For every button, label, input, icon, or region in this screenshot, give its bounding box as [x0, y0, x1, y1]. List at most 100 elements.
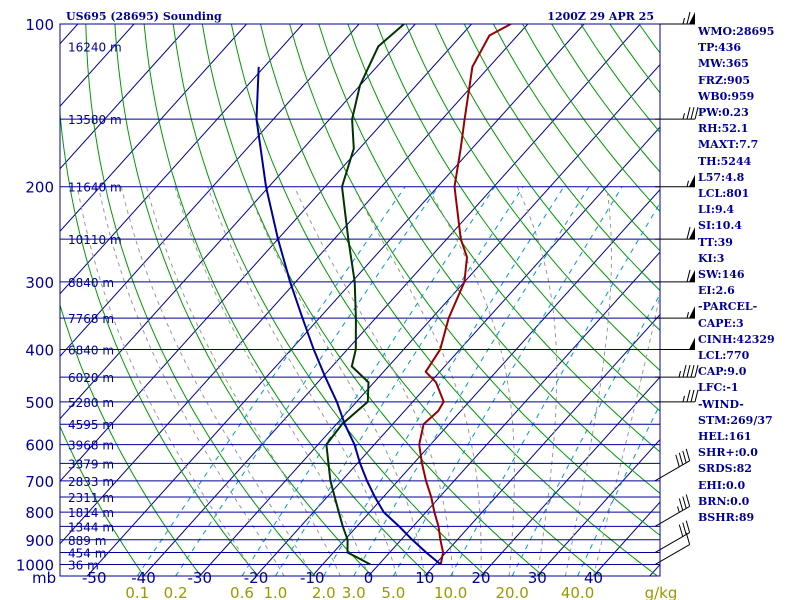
moist-adiabat-line [98, 186, 285, 576]
dry-adiabat-line [60, 106, 259, 576]
index-line: PW:0.23 [698, 106, 749, 120]
dry-adiabat-line [143, 24, 430, 576]
dry-adiabat-line [260, 24, 658, 576]
dry-adiabat-line [289, 24, 660, 536]
temperature-tick-label: 20 [471, 569, 490, 587]
isotherm-line [311, 188, 660, 576]
wind-barb [655, 11, 695, 25]
index-line: CINH:42329 [698, 332, 775, 346]
isotherm-line [60, 24, 360, 358]
parcel-profile [255, 66, 442, 566]
index-line: LCL:770 [698, 349, 750, 363]
isotherm-line [143, 24, 641, 576]
wind-barb [655, 269, 695, 283]
height-label: 3379 m [68, 457, 114, 471]
index-line: SW:146 [698, 268, 745, 282]
isotherm-line [199, 63, 660, 576]
mixing-ratio-tick-label: 20.0 [495, 584, 528, 600]
index-line: BRN:0.0 [698, 494, 750, 508]
wind-barbs [654, 11, 699, 565]
index-line: WMO:28695 [698, 25, 775, 38]
moist-adiabat-line [174, 186, 369, 576]
pressure-tick-label: 700 [25, 473, 54, 491]
indices-panel: WMO:28695 TP:436 MW:365 FRZ:905 WB0:959 PW:0.… [698, 24, 798, 526]
index-line: CAP:9.0 [698, 365, 747, 379]
moist-adiabat-line [593, 291, 660, 576]
wind-barb [655, 389, 699, 403]
plot-frame [59, 23, 661, 577]
mixing-ratio-labels: 0.1 0.2 0.6 1.0 2.0 3.0 5.0 10.0 20.0 40.0 g/kg [125, 584, 677, 600]
wind-barb [655, 306, 695, 319]
dry-adiabat-line [172, 24, 487, 576]
dry-adiabat-line [201, 24, 544, 576]
isotherm-line [60, 24, 304, 295]
dry-adiabat-line [85, 24, 316, 576]
dry-adiabat-line [230, 24, 601, 576]
moist-adiabat-line [246, 186, 426, 576]
height-label: 2833 m [68, 475, 114, 489]
height-label: 1814 m [68, 506, 114, 520]
height-label: 889 m [68, 534, 106, 548]
pressure-tick-label: 400 [25, 341, 54, 359]
mixing-ratio-tick-label: 3.0 [342, 584, 366, 600]
mixing-ratio-line [323, 186, 565, 576]
pressure-tick-label: 100 [25, 16, 54, 34]
chart-time: 1200Z 29 APR 25 [547, 10, 654, 23]
dry-adiabat-line [60, 303, 202, 576]
moist-adiabat-line [293, 186, 454, 576]
mixing-ratio-tick-label: 10.0 [434, 584, 467, 600]
temperature-tick-label: -20 [244, 569, 269, 587]
index-line: CAPE:3 [698, 316, 744, 330]
mixing-ratio-tick-label: 2.0 [312, 584, 336, 600]
mixing-ratio-tick-label: 0.6 [230, 584, 254, 600]
dry-adiabat-line [60, 425, 145, 576]
dry-adiabat-line [376, 24, 660, 412]
isotherm-line [60, 24, 247, 233]
mixing-ratio-line [241, 186, 496, 576]
index-line: TP:436 [698, 41, 742, 55]
mixing-ratio-tick-label: 1.0 [263, 584, 287, 600]
mixing-ratio-line [175, 186, 439, 576]
height-label: 2311 m [68, 491, 114, 505]
temperature-tick-label: 0 [364, 569, 374, 587]
wind-barb [655, 337, 695, 350]
temperature-tick-label: -40 [131, 569, 156, 587]
height-label: 1344 m [68, 520, 114, 534]
isotherm-line [0, 24, 22, 576]
chart-title: US695 (28695) Sounding [66, 10, 222, 23]
isotherm-line [86, 24, 585, 576]
index-line: HEL:161 [698, 430, 752, 444]
pressure-tick-label: 600 [25, 437, 54, 455]
index-line: RH:52.1 [698, 122, 749, 136]
wind-barb [655, 226, 695, 240]
index-line: LFC:-1 [698, 381, 739, 395]
pressure-tick-label: 500 [25, 394, 54, 412]
moist-adiabat-line [207, 186, 398, 576]
dry-adiabat-line [463, 24, 660, 292]
index-line: LCL:801 [698, 187, 750, 201]
isotherm-line [368, 251, 660, 576]
temperature-tick-label: -50 [82, 569, 107, 587]
isotherm-line [60, 24, 472, 483]
mixing-ratio-line [577, 403, 660, 576]
height-label: 4595 m [68, 418, 114, 432]
pressure-tick-label: 1000 [16, 557, 54, 575]
mixing-ratio-tick-label: 5.0 [381, 584, 405, 600]
mixing-ratio-unit-label: g/kg [645, 584, 678, 600]
height-labels: 16240 m 13580 m 11640 m 10110 m 8840 m 7768 m… [68, 40, 122, 572]
index-line: SI:10.4 [698, 219, 742, 233]
moist-adiabat-line [427, 186, 515, 576]
temperature-tick-label: -10 [300, 569, 325, 587]
isotherm-line [255, 126, 660, 576]
index-line: BSHR:89 [698, 511, 755, 525]
height-label: 10110 m [68, 233, 122, 247]
mixing-ratio-line [136, 186, 406, 576]
pressure-tick-label: 900 [25, 532, 54, 550]
index-line: FRZ:905 [698, 73, 751, 87]
index-line: EI:2.6 [698, 284, 735, 298]
height-label: 11640 m [68, 181, 122, 195]
mixing-ratio-line [450, 202, 660, 576]
isobars [60, 23, 660, 566]
height-label: 13580 m [68, 113, 122, 127]
